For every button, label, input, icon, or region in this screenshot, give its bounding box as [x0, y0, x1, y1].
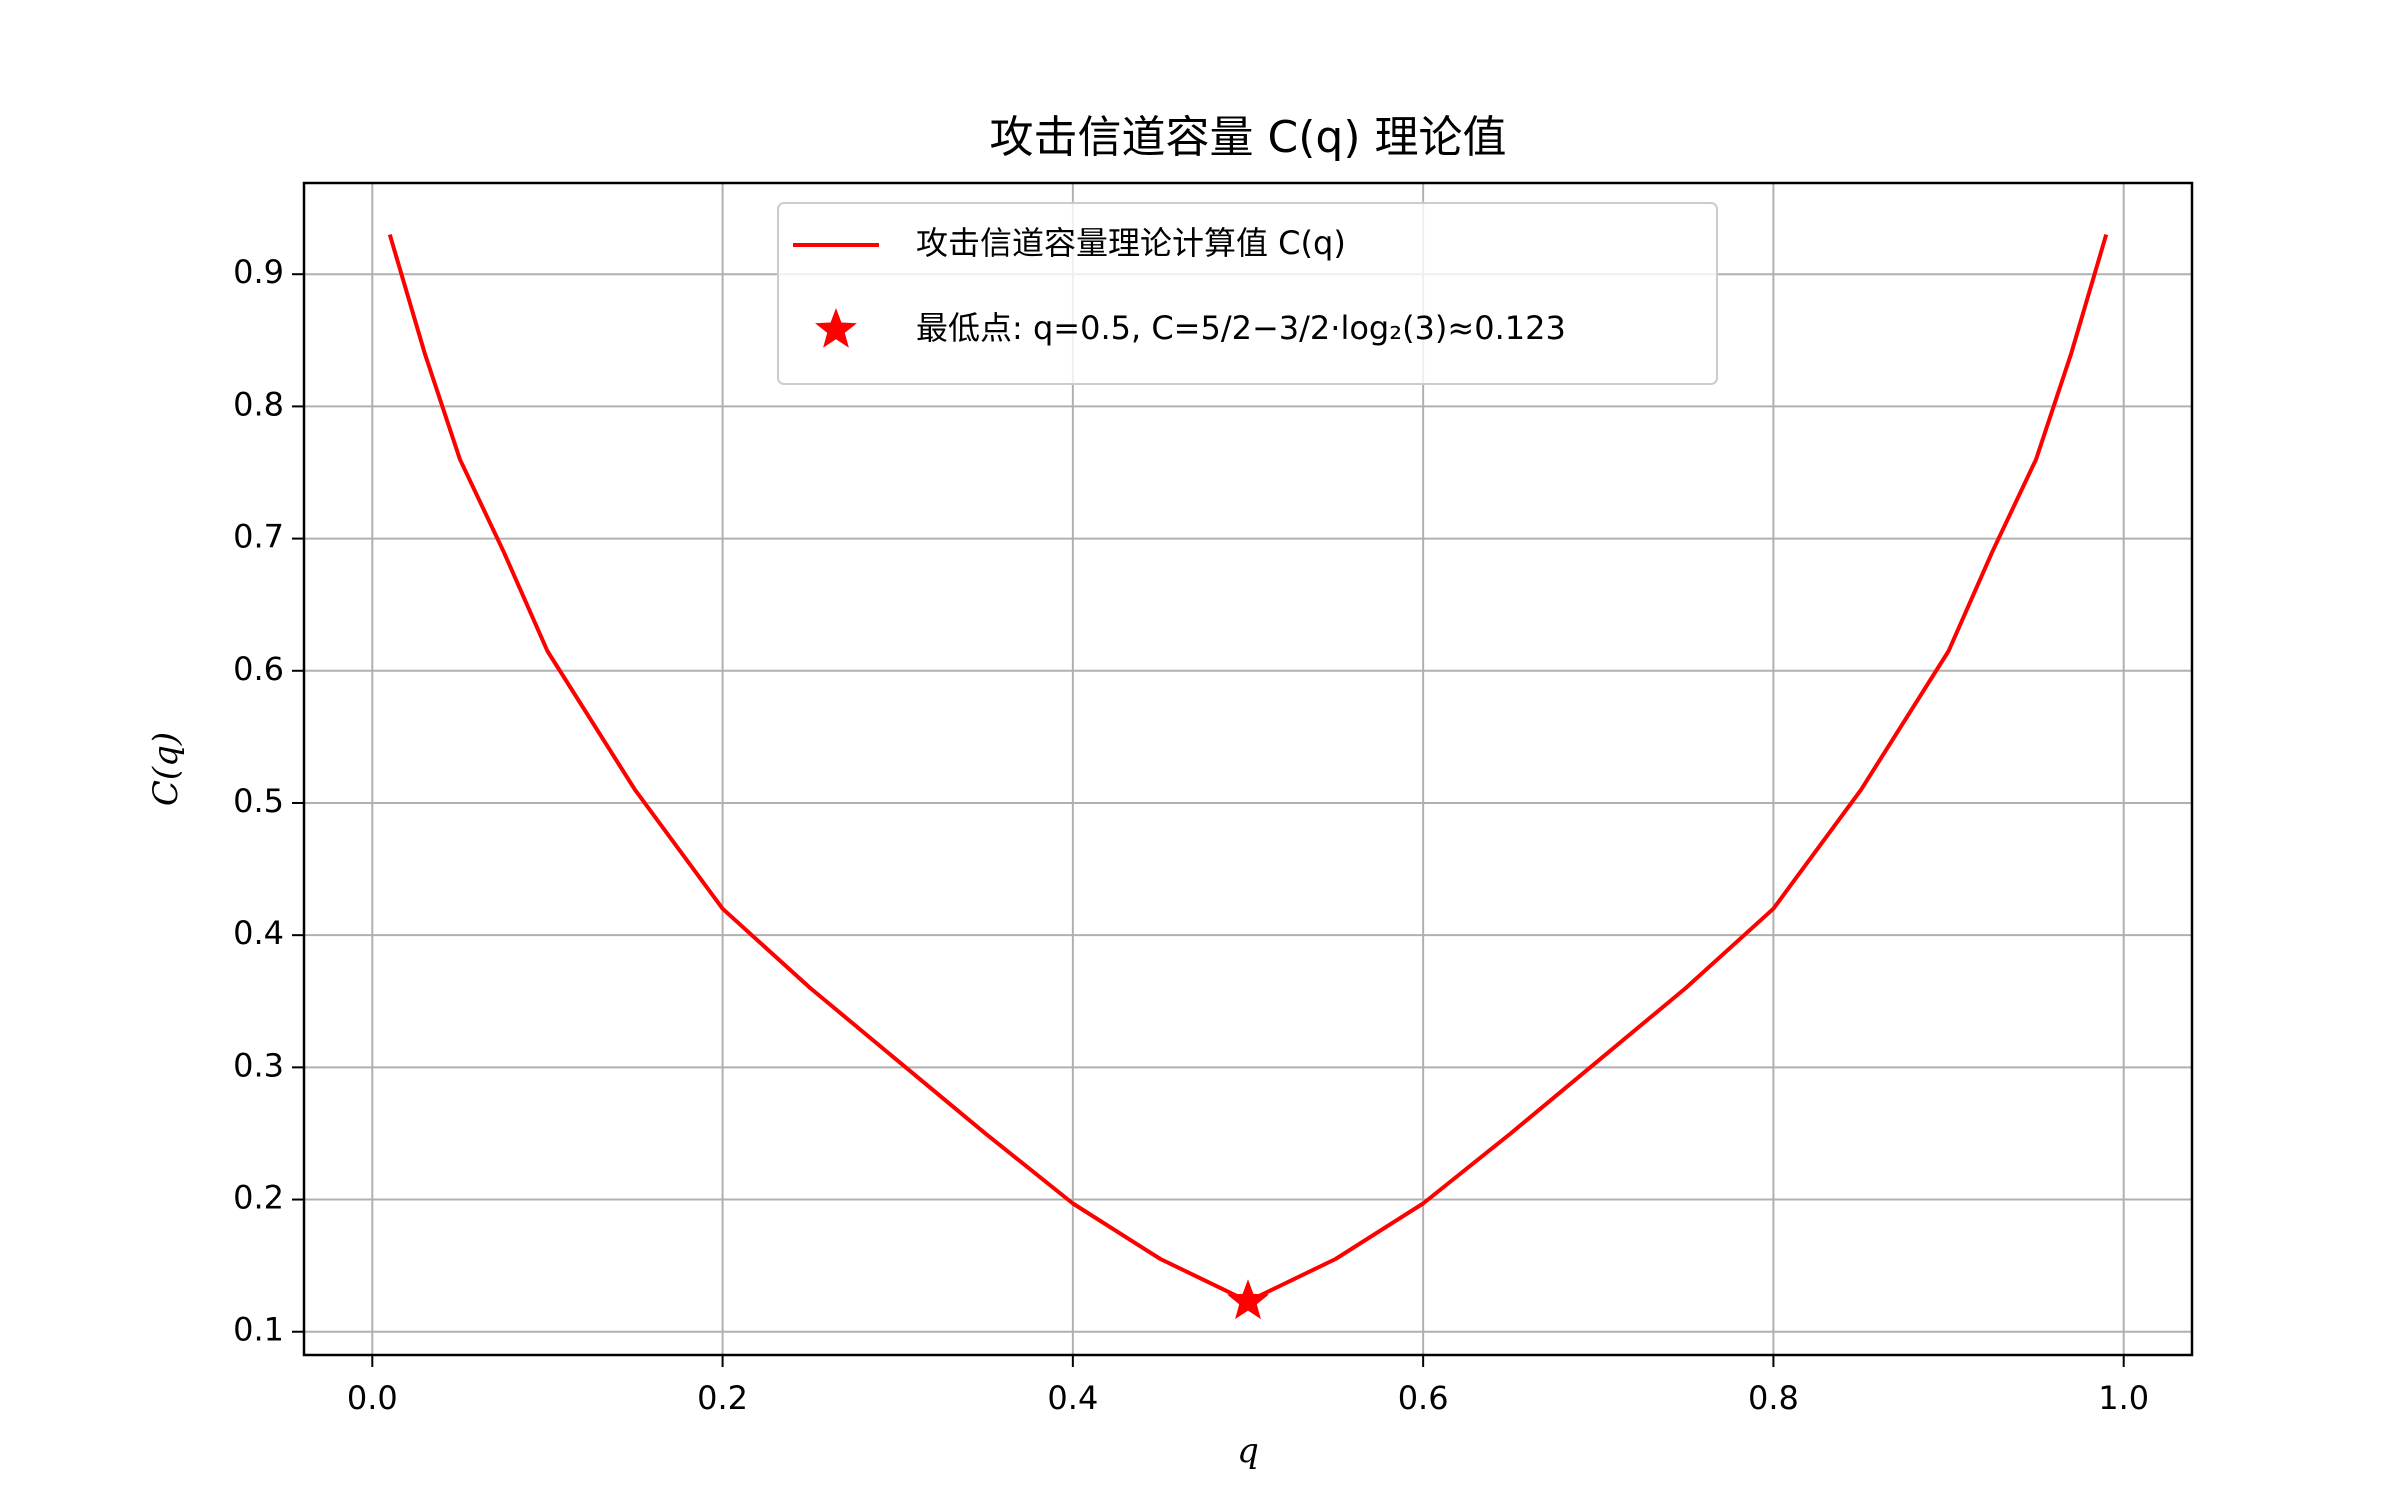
y-tick-label: 0.6: [233, 650, 284, 688]
x-axis-label: q: [1237, 1431, 1259, 1471]
x-tick-label: 0.6: [1398, 1379, 1449, 1417]
y-tick-label: 0.2: [233, 1179, 284, 1217]
x-tick-label: 0.4: [1047, 1379, 1098, 1417]
y-axis-label: C(q): [146, 732, 186, 806]
star-marker: [1227, 1279, 1269, 1320]
y-tick-label: 0.1: [233, 1311, 284, 1349]
y-tick-label: 0.8: [233, 385, 284, 423]
x-tick-label: 0.0: [347, 1379, 398, 1417]
x-tick-label: 0.2: [697, 1379, 748, 1417]
legend-marker: [815, 308, 857, 348]
y-tick-label: 0.9: [233, 253, 284, 291]
plot-frame: [302, 181, 2194, 1357]
y-tick-label: 0.7: [233, 518, 284, 556]
legend-label: 攻击信道容量理论计算值 C(q): [916, 224, 1346, 262]
y-tick-label: 0.3: [233, 1046, 284, 1084]
y-tick-label: 0.5: [233, 782, 284, 820]
x-tick-label: 0.8: [1748, 1379, 1799, 1417]
legend-label: 最低点: q=0.5, C=5/2−3/2·log₂(3)≈0.123: [916, 309, 1566, 347]
y-tick-label: 0.4: [233, 914, 284, 952]
chart-title: 攻击信道容量 C(q) 理论值: [990, 112, 1507, 163]
legend-box: [777, 202, 1718, 385]
x-tick-label: 1.0: [2098, 1379, 2149, 1417]
